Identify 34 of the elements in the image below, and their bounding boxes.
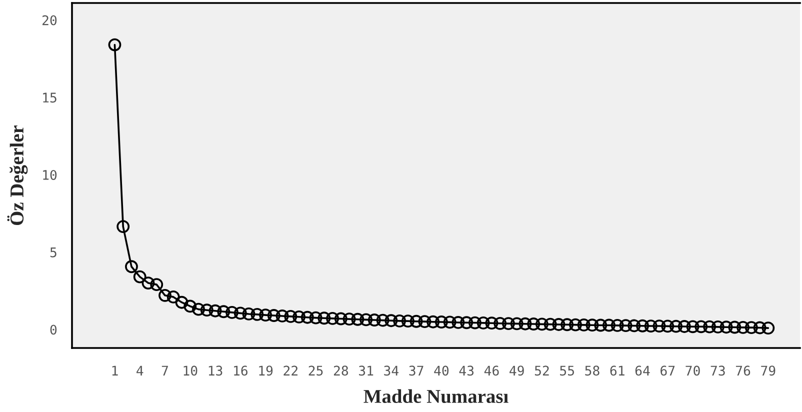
x-tick-label: 64 (635, 366, 650, 376)
x-tick-label: 7 (162, 366, 168, 376)
x-tick-label: 43 (459, 366, 474, 376)
x-tick-label: 61 (610, 366, 624, 376)
x-tick-label: 28 (334, 366, 348, 376)
x-tick-label: 67 (660, 366, 675, 376)
x-tick-label: 76 (736, 366, 750, 376)
x-tick-label: 79 (761, 366, 776, 376)
x-tick-label: 73 (710, 366, 725, 376)
x-tick-label: 49 (510, 366, 524, 376)
x-tick-label: 13 (208, 366, 222, 376)
y-tick-label: 20 (42, 15, 57, 26)
y-tick-label: 5 (50, 248, 56, 258)
x-tick-label: 46 (484, 366, 499, 376)
x-tick-label: 25 (308, 366, 323, 376)
x-tick-label: 16 (234, 366, 248, 376)
x-tick-label: 52 (534, 366, 549, 376)
x-tick-label: 40 (434, 366, 449, 376)
x-tick-label: 22 (284, 366, 298, 376)
x-tick-label: 55 (560, 366, 574, 376)
y-axis-title: Öz Değerler (7, 125, 28, 226)
x-tick-label: 37 (409, 366, 424, 376)
y-tick-label: 15 (43, 92, 56, 103)
x-tick-label: 10 (184, 366, 198, 376)
x-tick-label: 58 (585, 366, 600, 376)
y-tick-label: 0 (50, 324, 57, 335)
x-tick-label: 31 (358, 366, 374, 376)
x-tick-label: 70 (686, 366, 700, 376)
x-tick-label: 19 (259, 366, 273, 376)
x-tick-label: 1 (112, 366, 118, 376)
x-tick-label: 4 (136, 366, 144, 376)
x-axis-title: Madde Numarası (364, 389, 508, 404)
y-tick-label: 10 (43, 170, 57, 180)
x-tick-label: 34 (384, 366, 398, 376)
